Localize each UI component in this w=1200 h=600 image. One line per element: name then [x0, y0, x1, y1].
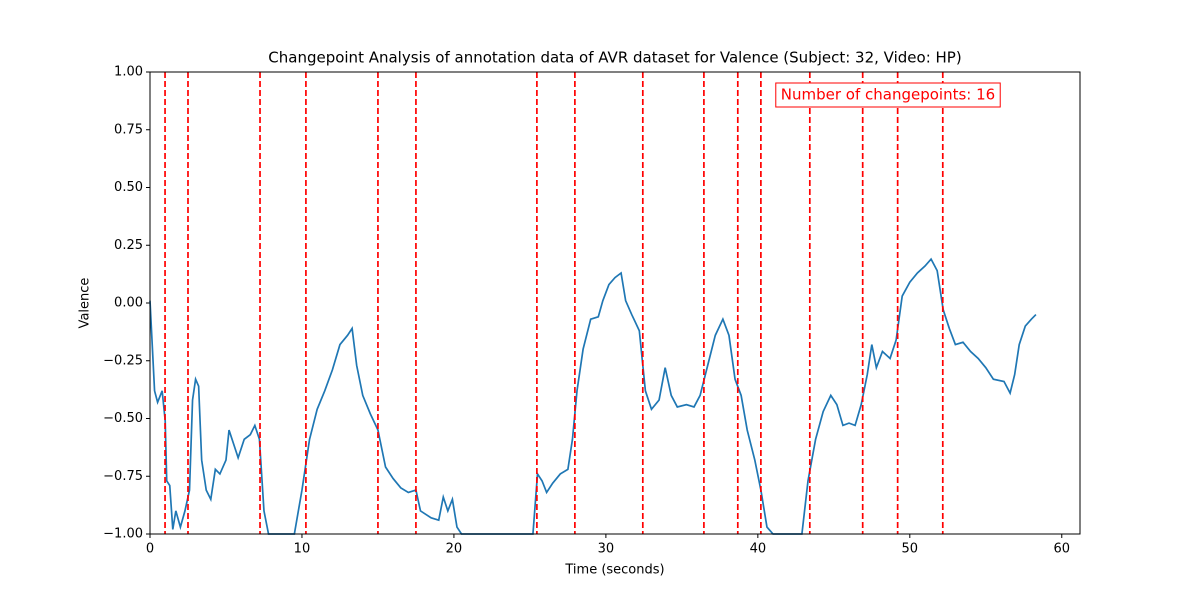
x-tick-label: 20 [446, 542, 463, 557]
x-tick-label: 40 [750, 542, 767, 557]
y-tick-label: −0.50 [103, 411, 143, 426]
annotation-box [775, 82, 1001, 108]
axes-frame [149, 71, 1081, 535]
x-tick-label: 10 [294, 542, 311, 557]
y-axis-label: Valence [78, 278, 93, 329]
y-tick-label: 0.50 [114, 180, 143, 195]
chart-title: Changepoint Analysis of annotation data … [268, 49, 961, 67]
y-tick-label: −0.75 [103, 469, 143, 484]
x-tick-label: 50 [902, 542, 919, 557]
x-tick-label: 60 [1053, 542, 1070, 557]
y-tick-label: 0.75 [114, 122, 143, 137]
y-tick-label: −0.25 [103, 353, 143, 368]
data-line [149, 257, 1037, 535]
annotation: Number of changepoints: 16 [781, 86, 995, 104]
x-axis-label: Time (seconds) [564, 563, 664, 578]
y-tick-label: 0.25 [114, 238, 143, 253]
y-tick-label: −1.00 [103, 527, 143, 542]
y-tick-label: 1.00 [114, 65, 143, 80]
x-tick-label: 0 [146, 542, 154, 557]
y-tick-label: 0.00 [114, 296, 143, 311]
x-tick-label: 30 [598, 542, 615, 557]
